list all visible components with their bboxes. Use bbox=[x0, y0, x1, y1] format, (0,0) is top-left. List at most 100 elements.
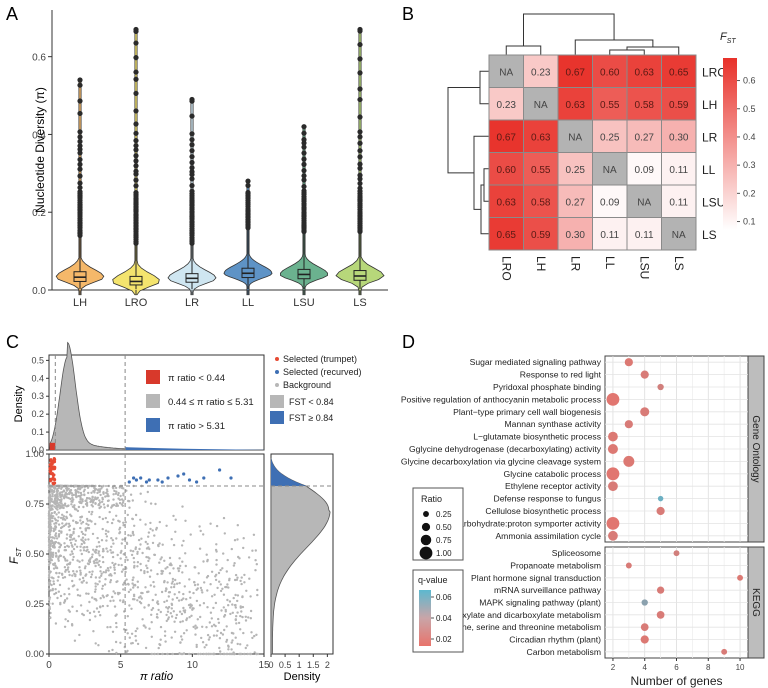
heatmap-value: 0.67 bbox=[497, 132, 517, 143]
legend-point-marker bbox=[275, 357, 279, 361]
background-point bbox=[206, 589, 209, 592]
background-point bbox=[160, 569, 163, 573]
background-point bbox=[249, 617, 252, 620]
background-point bbox=[256, 593, 259, 597]
background-point bbox=[106, 604, 109, 608]
background-point bbox=[98, 503, 101, 507]
background-point bbox=[134, 629, 137, 633]
background-point bbox=[104, 571, 108, 574]
background-point bbox=[210, 625, 214, 628]
background-point bbox=[139, 518, 142, 521]
row-label-LSU: LSU bbox=[702, 195, 725, 209]
outlier-point bbox=[189, 183, 195, 189]
background-point bbox=[111, 539, 115, 542]
heatmap-cell bbox=[661, 184, 697, 218]
outlier-point bbox=[77, 156, 83, 163]
background-point bbox=[234, 606, 237, 609]
heatmap-cell bbox=[523, 54, 559, 88]
heatmap-cell bbox=[523, 184, 559, 218]
background-point bbox=[65, 533, 69, 536]
scatter-y-tick-label: 0.00 bbox=[26, 649, 45, 660]
outlier-point bbox=[357, 176, 363, 182]
background-point bbox=[140, 537, 143, 540]
background-point bbox=[98, 515, 101, 519]
background-point bbox=[216, 629, 219, 633]
background-point bbox=[147, 535, 150, 538]
background-point bbox=[57, 535, 60, 538]
row-label-LRO: LRO bbox=[702, 65, 727, 79]
background-point bbox=[63, 557, 67, 560]
background-point bbox=[87, 592, 90, 595]
background-point bbox=[226, 558, 229, 562]
background-point bbox=[74, 573, 77, 576]
y-tick-label: 0.0 bbox=[32, 286, 46, 297]
background-point bbox=[53, 494, 57, 497]
background-point bbox=[172, 514, 175, 518]
outlier-point bbox=[189, 188, 195, 194]
background-point bbox=[58, 542, 61, 545]
background-point bbox=[128, 506, 131, 509]
background-point bbox=[80, 538, 83, 541]
background-point bbox=[236, 611, 239, 614]
background-point bbox=[98, 499, 101, 502]
background-point bbox=[222, 552, 225, 555]
outlier-point bbox=[189, 148, 195, 154]
background-point bbox=[182, 652, 186, 655]
trumpet-point bbox=[49, 478, 53, 482]
background-point bbox=[72, 584, 76, 587]
background-point bbox=[205, 553, 208, 556]
background-point bbox=[69, 553, 72, 556]
background-point bbox=[119, 599, 122, 602]
background-point bbox=[247, 616, 250, 619]
background-point bbox=[113, 489, 116, 493]
background-point bbox=[109, 581, 112, 584]
outlier-point bbox=[189, 113, 195, 119]
legend-title: FST bbox=[720, 31, 736, 45]
heatmap-value: 0.11 bbox=[669, 197, 688, 208]
background-point bbox=[54, 588, 57, 591]
background-point bbox=[100, 539, 104, 542]
background-point bbox=[153, 652, 156, 656]
background-point bbox=[101, 556, 105, 559]
background-point bbox=[81, 532, 85, 536]
background-point bbox=[84, 574, 87, 577]
background-point bbox=[67, 587, 71, 590]
background-point bbox=[95, 545, 99, 548]
background-point bbox=[146, 566, 149, 570]
background-point bbox=[51, 504, 54, 507]
background-point bbox=[79, 516, 82, 519]
outlier-point bbox=[77, 98, 83, 104]
background-point bbox=[83, 493, 86, 496]
background-point bbox=[241, 595, 244, 598]
background-point bbox=[70, 492, 74, 495]
background-point bbox=[48, 607, 51, 611]
background-point bbox=[105, 569, 108, 572]
background-point bbox=[57, 575, 60, 579]
background-point bbox=[156, 572, 159, 576]
background-point bbox=[54, 622, 58, 625]
heatmap-cell bbox=[488, 184, 524, 218]
background-point bbox=[99, 493, 102, 497]
background-point bbox=[58, 546, 61, 549]
background-point bbox=[82, 546, 85, 549]
background-point bbox=[211, 652, 215, 656]
background-point bbox=[47, 555, 51, 558]
outlier-point bbox=[357, 185, 363, 191]
background-point bbox=[144, 523, 147, 526]
background-point bbox=[193, 580, 196, 584]
background-point bbox=[185, 629, 188, 632]
background-point bbox=[92, 610, 96, 613]
background-point bbox=[52, 563, 55, 566]
background-point bbox=[203, 581, 206, 584]
background-point bbox=[63, 502, 67, 505]
background-point bbox=[210, 595, 214, 598]
heatmap-cell bbox=[557, 87, 593, 121]
heatmap-cell bbox=[488, 217, 524, 251]
right-density-tick-label: 0 bbox=[268, 660, 273, 670]
background-point bbox=[78, 578, 82, 581]
background-point bbox=[181, 560, 184, 563]
background-point bbox=[168, 556, 172, 560]
background-point bbox=[58, 571, 61, 575]
heatmap-value: 0.63 bbox=[531, 132, 551, 143]
background-point bbox=[227, 604, 230, 607]
